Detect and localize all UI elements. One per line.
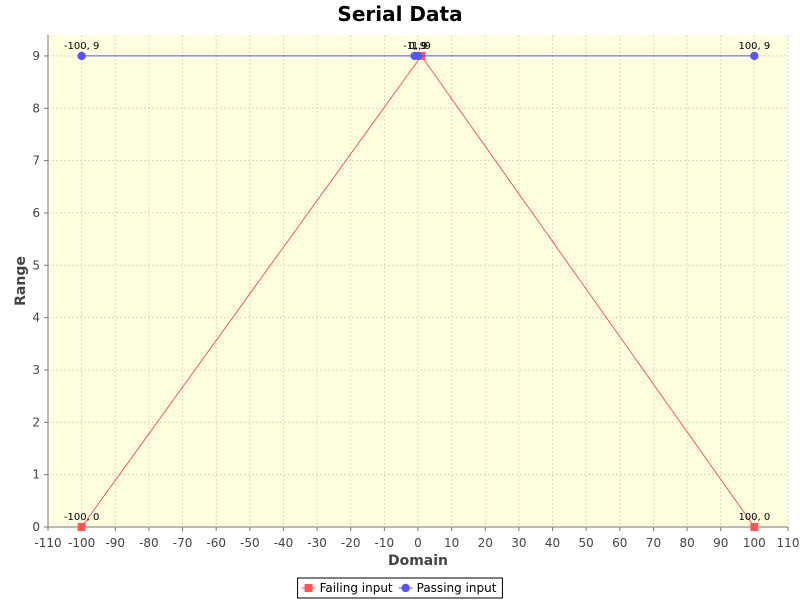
data-label: 1, 9 xyxy=(412,41,431,52)
x-tick-label: 60 xyxy=(612,536,627,550)
x-tick-label: -60 xyxy=(206,536,226,550)
x-tick-label: -50 xyxy=(240,536,260,550)
x-tick-label: -110 xyxy=(34,536,61,550)
legend-marker xyxy=(304,584,313,592)
x-tick-label: -100 xyxy=(68,536,95,550)
y-tick-label: 4 xyxy=(32,311,40,325)
x-tick-label: 0 xyxy=(414,536,422,550)
data-labels: -100, 0 1, 9 100, 0 -100, 9 -1, 90, 9 100, 9 xyxy=(64,41,770,523)
data-label: 100, 0 xyxy=(738,512,770,523)
data-point xyxy=(750,51,759,61)
data-label: -100, 9 xyxy=(64,41,99,52)
y-tick-label: 6 xyxy=(32,206,40,220)
x-tick-label: 30 xyxy=(511,536,526,550)
data-point xyxy=(77,523,86,531)
legend-marker xyxy=(401,583,410,593)
x-tick-label: -20 xyxy=(341,536,361,550)
y-tick-label: 5 xyxy=(32,258,40,272)
x-tick-label: 20 xyxy=(478,536,493,550)
x-tick-label: 110 xyxy=(777,536,800,550)
x-tick-label: -80 xyxy=(139,536,159,550)
data-point xyxy=(77,51,86,61)
y-tick-label: 1 xyxy=(32,468,40,482)
x-tick-label: 90 xyxy=(713,536,728,550)
legend-label: Failing input xyxy=(320,581,393,595)
y-tick-label: 2 xyxy=(32,415,40,429)
x-tick-label: 70 xyxy=(646,536,661,550)
y-tick-label: 8 xyxy=(32,101,40,115)
legend-label: Passing input xyxy=(417,581,497,595)
x-tick-label: -40 xyxy=(274,536,294,550)
series-layer xyxy=(77,51,759,531)
x-tick-label: 10 xyxy=(444,536,459,550)
x-tick-label: -10 xyxy=(375,536,395,550)
x-axis-label: Domain xyxy=(388,553,448,569)
data-label: 100, 9 xyxy=(738,41,770,52)
y-tick-label: 9 xyxy=(32,49,40,63)
data-label: -100, 0 xyxy=(64,512,99,523)
x-tick-label: -30 xyxy=(307,536,327,550)
x-tick-label: 50 xyxy=(579,536,594,550)
data-point xyxy=(413,51,423,61)
data-label: 0, 9 xyxy=(408,41,427,52)
chart-title: Serial Data xyxy=(337,2,462,26)
y-tick-label: 3 xyxy=(32,363,40,377)
x-tick-label: -70 xyxy=(173,536,193,550)
x-tick-labels: -110 -100 -90 -80 -70 -60 -50 -40 -30 -20 -10 0 10 20… xyxy=(34,536,799,550)
x-tick-label: -90 xyxy=(105,536,125,550)
legend: Failing input Passing input xyxy=(297,577,503,599)
y-tick-labels: 0 1 2 3 4 5 6 7 8 9 xyxy=(32,49,40,534)
data-point xyxy=(750,523,759,531)
y-tick-label: 0 xyxy=(32,520,40,534)
y-tick-label: 7 xyxy=(32,154,40,168)
data-label: -1, 9 xyxy=(403,41,426,52)
x-tick-label: 100 xyxy=(743,536,766,550)
y-axis-label: Range xyxy=(13,256,29,306)
x-tick-label: 80 xyxy=(679,536,694,550)
x-tick-label: 40 xyxy=(545,536,560,550)
